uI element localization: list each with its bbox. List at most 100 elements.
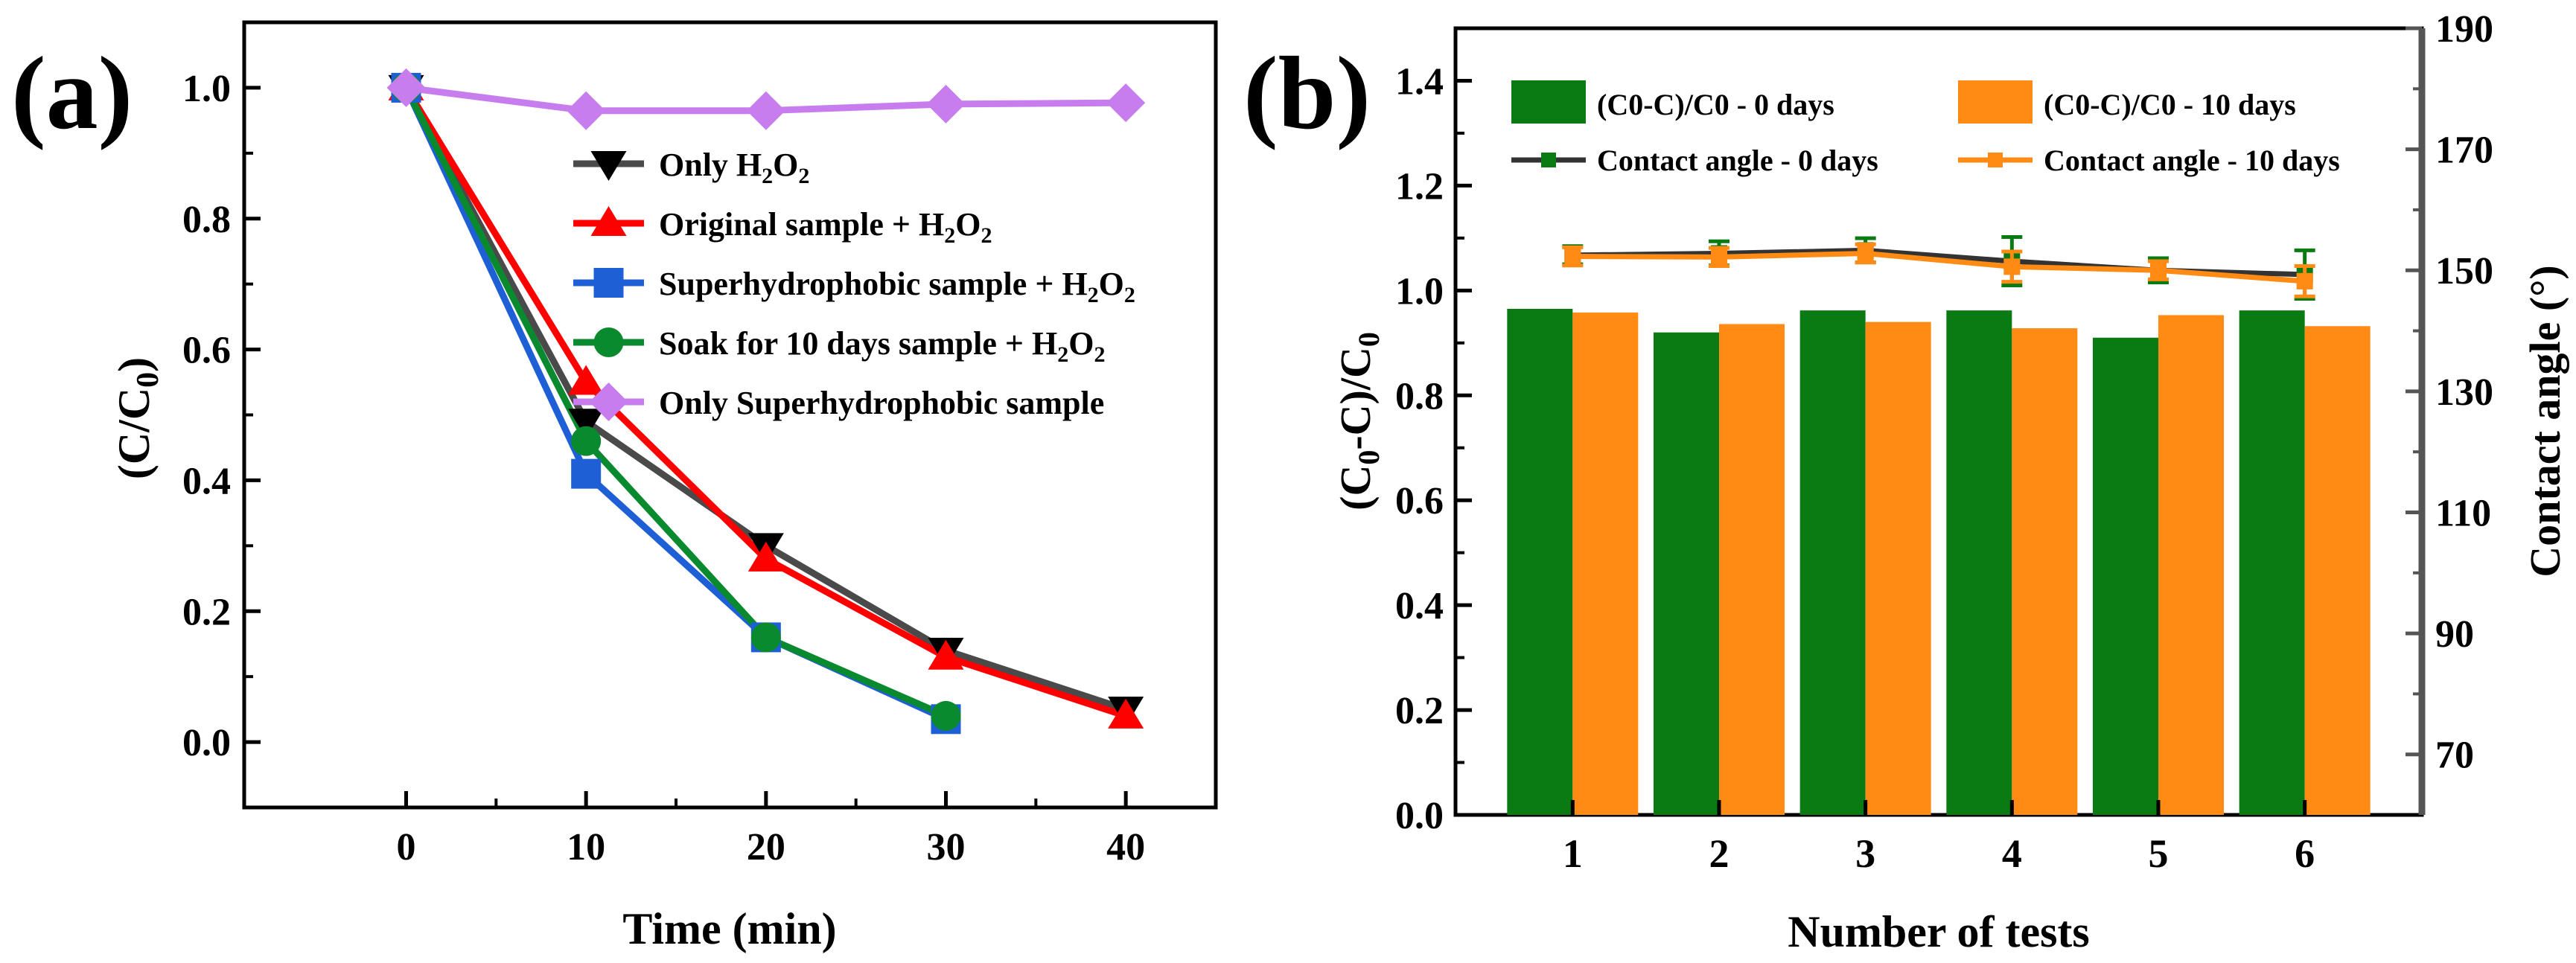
legend-marker (593, 327, 624, 357)
y2-tick-label: 130 (2435, 371, 2493, 414)
legend-marker (1541, 153, 1556, 167)
panel-b-ticks: 1 2 3 4 5 6 0.0 0.2 0.4 0.6 0.8 1.0 1.2 1.4 70 90 110 130… (1395, 8, 2493, 876)
x-tick-label: 5 (2149, 831, 2169, 876)
y-tick-label: 1.4 (1395, 60, 1444, 103)
contact-angle-point-1 (1711, 249, 1727, 266)
panel-b-y2-axis-label: Contact angle (°) (2521, 265, 2569, 577)
x-tick-label: 1 (1563, 831, 1583, 876)
series-line-3 (403, 86, 948, 720)
bar-0 (1799, 310, 1866, 815)
panel-b-x-axis-label: Number of tests (1788, 907, 2090, 956)
bar-0 (1507, 308, 1573, 815)
data-point-1 (928, 639, 964, 670)
x-tick-label: 20 (747, 826, 785, 868)
data-point-3 (931, 700, 961, 731)
panel-a-x-axis-label: Time (min) (622, 904, 836, 953)
panel-a-ticks: 0 10 20 30 40 0.0 0.2 0.4 0.6 0.8 1.0 (182, 68, 1145, 868)
contact-angle-point-1 (2150, 262, 2167, 279)
y-tick-label: 1.0 (182, 68, 231, 110)
contact-angle-point-1 (2296, 272, 2313, 289)
x-tick-label: 6 (2295, 831, 2315, 876)
panel-b-bars (1507, 308, 2371, 816)
bar-0 (2093, 337, 2158, 816)
panel-b-legend: (C0-C)/C0 - 0 days (C0-C)/C0 - 10 days Con… (1511, 80, 2340, 177)
legend-bar-swatch (1511, 80, 1586, 124)
y-tick-label: 0.6 (182, 330, 231, 372)
y-tick-label: 1.2 (1395, 165, 1444, 208)
bar-1 (1572, 312, 1639, 815)
contact-angle-point-1 (1857, 245, 1874, 262)
y-tick-label: 0.0 (182, 722, 231, 764)
data-point-4 (1106, 83, 1146, 123)
y-tick-label: 0.6 (1395, 480, 1444, 522)
y-tick-label: 0.8 (1395, 375, 1444, 417)
bar-0 (1654, 332, 1719, 815)
panel-b-chart: (b) 1 2 3 4 5 6 0.0 0.2 0.4 0.6 0.8 1.0 1.2 1.4 70 90 11… (1243, 8, 2569, 956)
data-point-4 (386, 68, 426, 107)
contact-angle-point-1 (1564, 248, 1581, 265)
y-tick-label: 0.4 (182, 460, 231, 502)
panel-a-label: (a) (11, 36, 133, 151)
y-tick-label: 0.0 (1395, 795, 1444, 837)
data-point-1 (1108, 698, 1144, 729)
y-tick-label: 0.4 (1395, 585, 1444, 627)
x-tick-label: 2 (1709, 831, 1729, 876)
legend-entry: (C0-C)/C0 - 0 days (1597, 88, 1834, 121)
y2-tick-label: 110 (2435, 492, 2491, 534)
panel-a-legend: Only H2O2 Original sample + H2O2 Superhydr… (573, 147, 1135, 421)
data-point-1 (568, 365, 605, 395)
y2-tick-label: 90 (2435, 613, 2474, 656)
bar-1 (1865, 321, 1931, 815)
legend-marker (590, 206, 627, 236)
data-point-3 (571, 426, 602, 456)
panel-b-lines (1562, 235, 2315, 301)
x-tick-label: 40 (1106, 826, 1145, 868)
contact-angle-line-1 (1572, 250, 2305, 284)
y2-tick-label: 70 (2435, 735, 2474, 777)
bar-0 (2239, 310, 2305, 815)
legend-marker (589, 383, 628, 421)
legend-entry: (C0-C)/C0 - 10 days (2044, 88, 2296, 121)
data-point-4 (567, 91, 606, 130)
panel-a-y-axis-label: (C/C0) (109, 357, 165, 479)
x-tick-label: 10 (567, 826, 605, 868)
bar-1 (2012, 328, 2078, 815)
legend-entry: Soak for 10 days sample + H2O2 (659, 325, 1105, 367)
legend-entry: Superhydrophobic sample + H2O2 (659, 266, 1135, 307)
panel-a-chart: (a) 0 10 20 30 40 0.0 0.2 0.4 0.6 0.8 1.0 Only H2O… (11, 20, 1218, 953)
x-tick-label: 4 (2002, 831, 2022, 876)
data-point-0 (568, 409, 605, 439)
contact-angle-point-1 (2003, 258, 2021, 275)
x-tick-label: 30 (927, 826, 966, 868)
y-tick-label: 0.2 (182, 591, 231, 633)
panel-b-label: (b) (1243, 36, 1371, 151)
legend-marker (1988, 153, 2003, 167)
bar-1 (1719, 324, 1785, 815)
data-point-1 (747, 541, 784, 572)
y2-tick-label: 150 (2435, 250, 2493, 292)
panel-a-series (386, 68, 1146, 735)
y2-tick-label: 170 (2435, 129, 2493, 172)
data-point-2 (571, 458, 602, 489)
data-point-4 (926, 84, 966, 124)
data-point-4 (746, 91, 785, 130)
legend-bar-swatch (1958, 80, 2033, 124)
bar-1 (2158, 315, 2224, 816)
legend-entry: Only Superhydrophobic sample (659, 385, 1104, 421)
panel-b-y-axis-label: (C0-C)/C0 (1331, 332, 1386, 511)
y-tick-label: 0.2 (1395, 690, 1444, 732)
legend-entry: Only H2O2 (659, 147, 809, 188)
x-tick-label: 3 (1855, 831, 1875, 876)
legend-entry: Contact angle - 10 days (2044, 144, 2340, 177)
legend-entry: Original sample + H2O2 (659, 206, 992, 248)
y-tick-label: 0.8 (182, 199, 231, 241)
bar-1 (2304, 326, 2371, 815)
legend-marker (590, 151, 627, 181)
x-tick-label: 0 (397, 826, 416, 868)
y2-tick-label: 190 (2435, 8, 2493, 51)
bar-0 (1946, 310, 2012, 815)
legend-marker (593, 268, 624, 298)
legend-entry: Contact angle - 0 days (1597, 144, 1878, 177)
data-point-3 (750, 622, 781, 653)
